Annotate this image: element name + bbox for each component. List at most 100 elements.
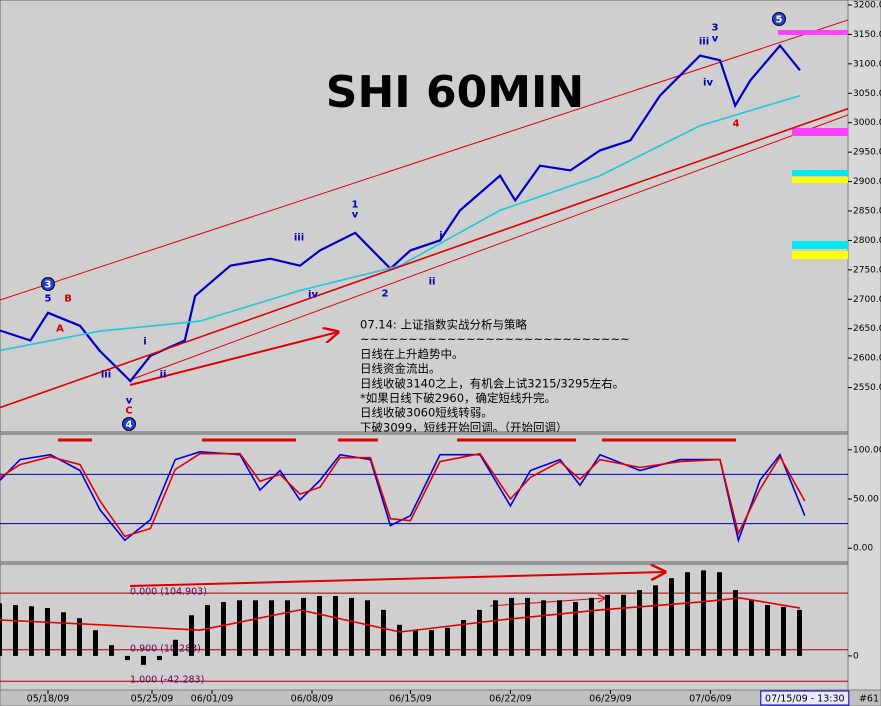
bar [781, 606, 786, 656]
series-line [0, 43, 801, 383]
bar [157, 655, 162, 661]
wave-label: v [712, 34, 719, 45]
y-tick-label: 2850.0 [853, 207, 881, 217]
x-tick-label: 05/25/09 [131, 694, 174, 705]
stochastic-plot [0, 438, 848, 544]
wave-label: iii [294, 233, 304, 244]
bar [669, 578, 674, 656]
bar [381, 609, 386, 656]
wave-label: v [352, 210, 359, 221]
bar [237, 600, 242, 656]
bar [493, 600, 498, 656]
stochastic-panel [0, 433, 849, 563]
y-tick-label: 3050.0 [853, 89, 881, 99]
bar [605, 594, 610, 656]
bar [717, 572, 722, 656]
bar [269, 600, 274, 656]
annotation: 日线在上升趋势中。 [360, 347, 464, 361]
y-tick-label: 0 [853, 651, 859, 661]
y-tick-label: 50.00 [853, 495, 879, 505]
wave-label: ii [429, 277, 436, 288]
wave-label: C [125, 406, 132, 417]
bar [0, 603, 2, 656]
y-tick-label: 3150.0 [853, 30, 881, 40]
bar [253, 600, 258, 656]
marker-bar [778, 30, 848, 35]
channel-line [129, 114, 848, 381]
y-tick-label: 2550.0 [853, 383, 881, 393]
wave-label: A [56, 324, 64, 335]
wave-label: iii [699, 37, 709, 48]
wave-label: 5 [776, 15, 783, 26]
wave-label: B [64, 294, 72, 305]
date-bar [0, 689, 881, 706]
bar [173, 639, 178, 656]
bar [557, 600, 562, 656]
bar [77, 618, 82, 656]
bar [45, 608, 50, 656]
bar [637, 590, 642, 656]
x-tick-label: 06/08/09 [291, 694, 334, 705]
trend-arrow [129, 572, 665, 587]
right-axis [847, 0, 881, 691]
level-label: 0.900 (10.283) [130, 643, 201, 654]
series-line [0, 94, 801, 352]
chart-title: SHI 60MIN [326, 67, 584, 118]
bar [141, 655, 146, 665]
marker-bar [792, 170, 848, 176]
wave-label: 4 [733, 119, 740, 130]
bar [301, 597, 306, 656]
x-tick-label: 06/15/09 [389, 694, 432, 705]
bar [317, 596, 322, 656]
series-line [0, 597, 801, 633]
bar [365, 600, 370, 656]
y-tick-label: 2650.0 [853, 324, 881, 334]
bar [189, 615, 194, 656]
bar [29, 606, 34, 656]
annotation: 下破3099，短线开始回调。（开始回调） [360, 420, 568, 434]
bar [445, 627, 450, 656]
x-tick-label: 06/01/09 [191, 694, 234, 705]
bar [797, 609, 802, 656]
x-tick-label: 05/18/09 [27, 694, 70, 705]
bar [221, 602, 226, 656]
bar [701, 570, 706, 656]
annotation: *如果日线下破2960，确定短线升完。 [360, 391, 556, 405]
bar [349, 597, 354, 656]
annotation: 07.14: 上证指数实战分析与策略 [360, 318, 527, 332]
bar [477, 609, 482, 656]
bar [333, 596, 338, 656]
wave-label: ii [160, 370, 167, 381]
series-line [0, 450, 806, 544]
annotation: 日线资金流出。 [360, 362, 441, 376]
bar [413, 630, 418, 656]
bar [109, 645, 114, 656]
bar-count: #61 [859, 694, 879, 705]
channel-line [0, 19, 848, 301]
bar [509, 597, 514, 656]
wave-label: v [126, 396, 133, 407]
bar [541, 600, 546, 656]
x-tick-label: 06/29/09 [589, 694, 632, 705]
y-tick-label: 100.00 [853, 445, 881, 455]
series-line [0, 452, 806, 538]
bar [749, 600, 754, 656]
wave-label: 4 [126, 420, 133, 431]
wave-label: 1 [352, 200, 359, 211]
series-line [0, 107, 848, 409]
bar [93, 630, 98, 656]
annotation: 日线收破3140之上，有机会上试3215/3295左右。 [360, 376, 624, 390]
bar [589, 597, 594, 656]
wave-label: iv [308, 290, 318, 301]
bar [429, 630, 434, 656]
bar [61, 612, 66, 656]
y-tick-label: 2950.0 [853, 148, 881, 158]
level-label: 1.000 (-42.283) [130, 675, 204, 686]
bar [525, 597, 530, 656]
bar [685, 572, 690, 656]
wave-label: iii [101, 370, 111, 381]
marker-bar [792, 177, 848, 183]
price-plot: SHI 60MIN 07.14: 上证指数实战分析与策略~~~~~~~~~~~~… [0, 12, 848, 434]
y-tick-label: 2800.0 [853, 236, 881, 246]
bar [765, 605, 770, 656]
